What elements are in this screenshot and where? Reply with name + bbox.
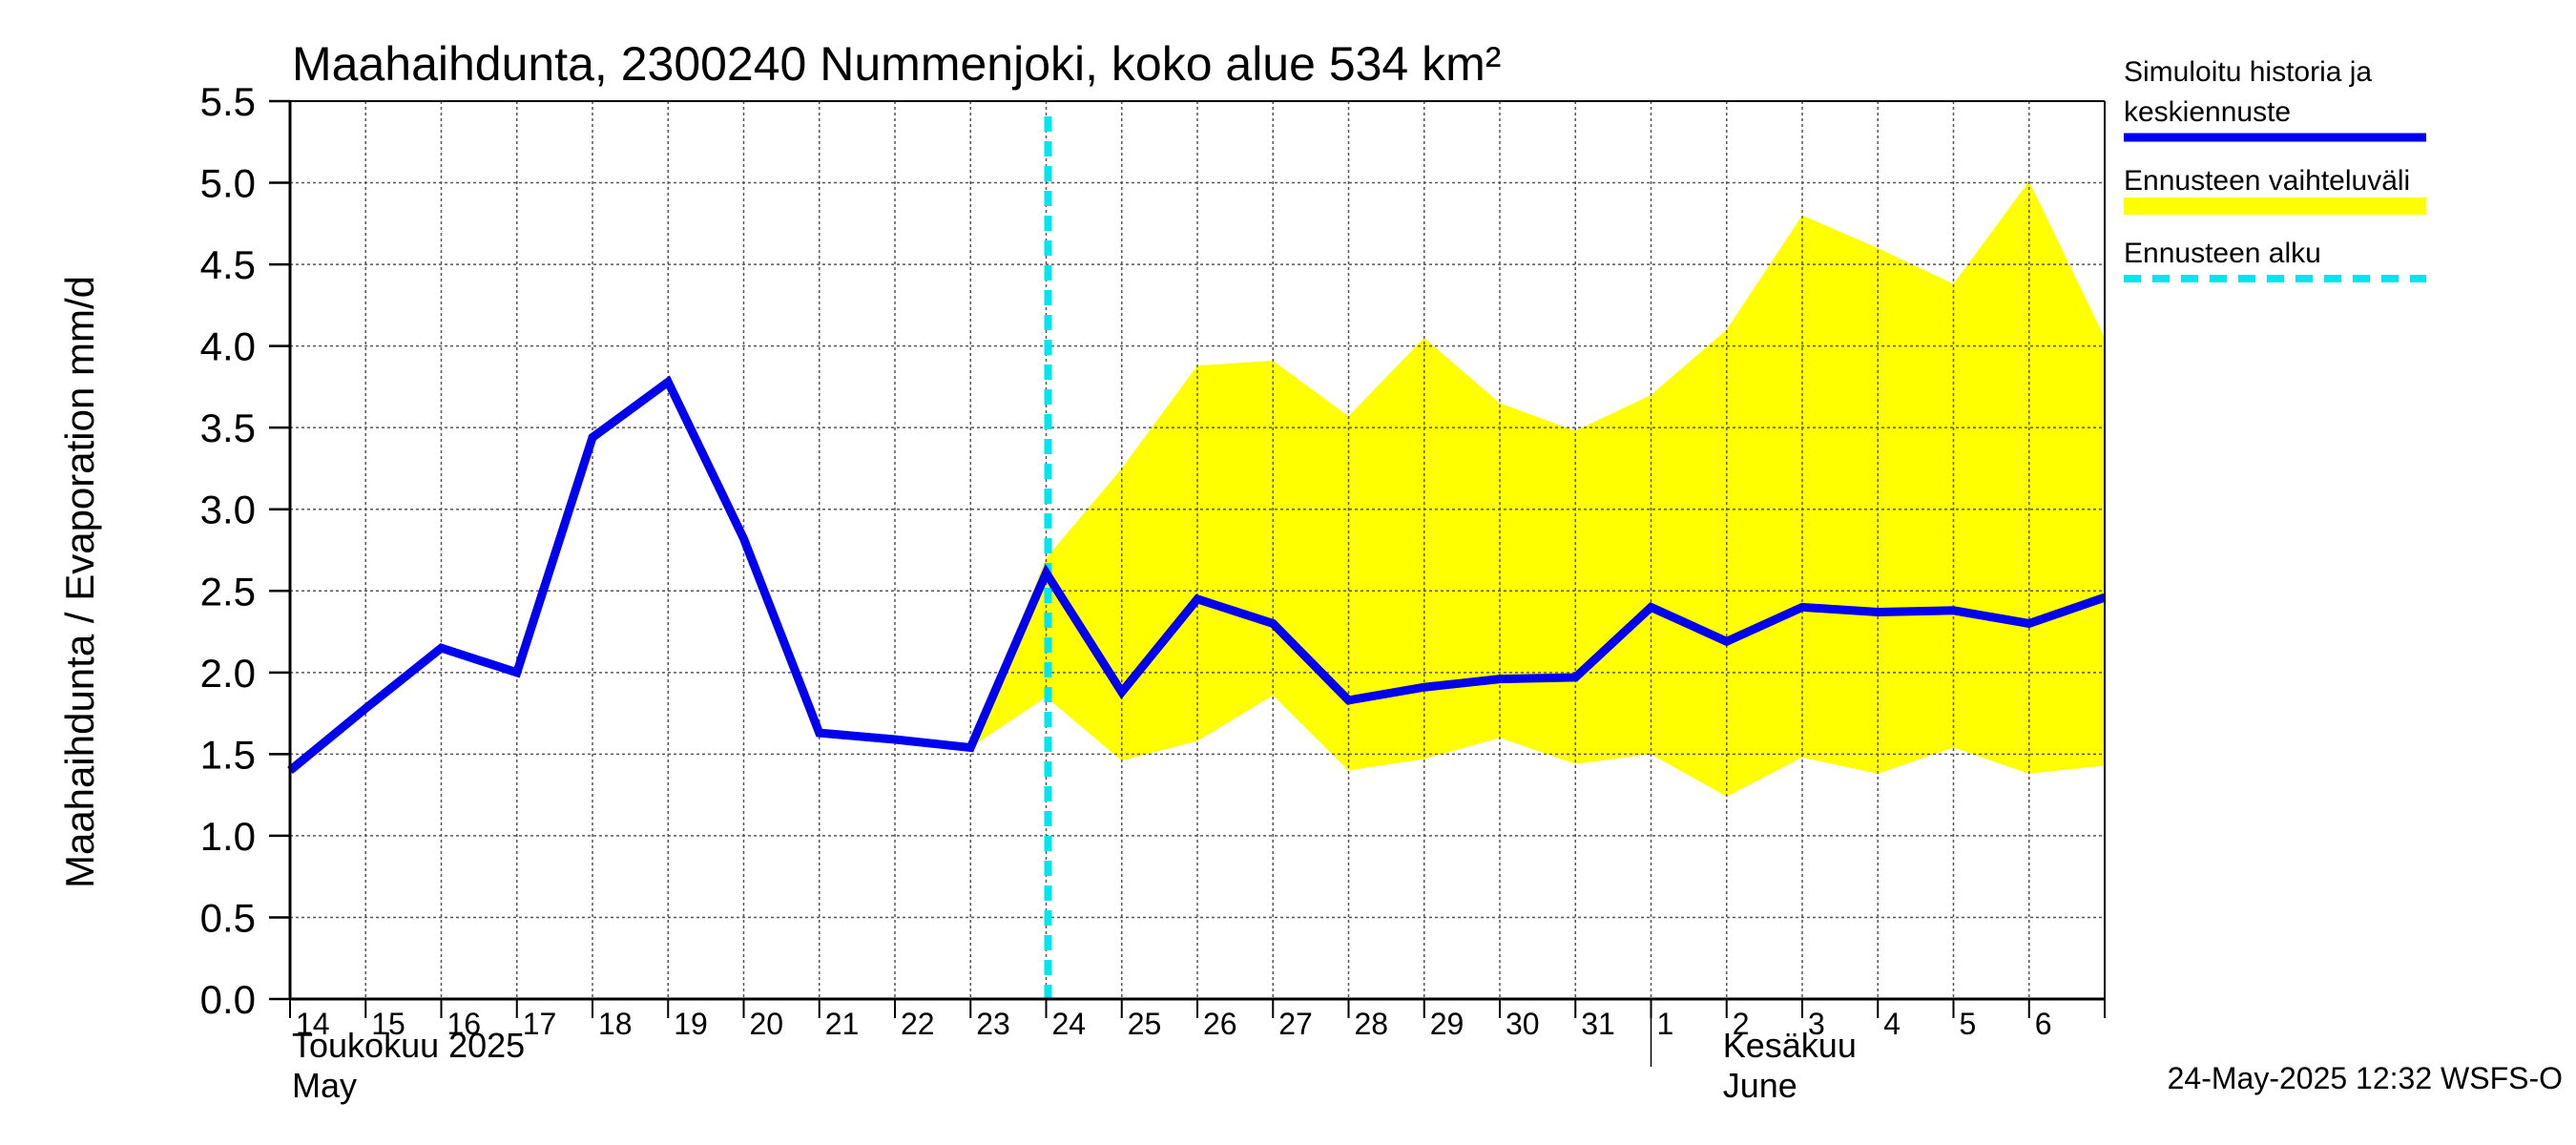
x-tick-label: 29 xyxy=(1430,1007,1465,1041)
x-tick-label: 19 xyxy=(674,1007,708,1041)
legend-label-range: Ennusteen vaihteluväli xyxy=(2124,165,2410,197)
x-tick-label: 26 xyxy=(1203,1007,1237,1041)
x-tick-label: 4 xyxy=(1883,1007,1901,1041)
month-label-may-fi: Toukokuu 2025 xyxy=(292,1026,525,1065)
y-tick-label: 1.0 xyxy=(200,814,256,859)
x-tick-label: 25 xyxy=(1128,1007,1162,1041)
median-series-point xyxy=(1877,611,1880,614)
median-series-point xyxy=(515,671,518,674)
x-tick-label: 6 xyxy=(2035,1007,2052,1041)
median-series-point xyxy=(1272,622,1275,625)
y-tick-label: 2.5 xyxy=(200,569,256,614)
median-series-point xyxy=(969,746,972,749)
axis-layer: 0.00.51.01.52.02.53.03.54.04.55.05.514 15… xyxy=(200,79,2106,1105)
legend-label-simulated-line1: Simuloitu historia ja xyxy=(2124,56,2372,88)
x-tick-label: 22 xyxy=(901,1007,935,1041)
x-tick-label: 2 xyxy=(1733,1007,1750,1041)
median-series-point xyxy=(1650,606,1652,609)
median-series-point xyxy=(1347,698,1350,701)
month-label-june-en: June xyxy=(1723,1066,1797,1105)
median-series-point xyxy=(592,436,593,439)
y-tick-label: 2.0 xyxy=(200,651,256,696)
median-series-point xyxy=(2027,622,2030,625)
y-tick-label: 5.0 xyxy=(200,161,256,206)
median-series-point xyxy=(742,537,745,540)
month-label-june-fi: Kesäkuu xyxy=(1723,1026,1857,1065)
median-series-point xyxy=(1725,640,1728,643)
y-axis-label: Maahaihdunta / Evaporation mm/d xyxy=(57,276,102,888)
y-tick-label: 4.0 xyxy=(200,324,256,369)
x-tick-label: 15 xyxy=(371,1007,405,1041)
median-series-point xyxy=(818,732,821,735)
y-tick-label: 5.5 xyxy=(200,79,256,124)
median-series-point xyxy=(1801,606,1803,609)
x-tick-label: 21 xyxy=(825,1007,860,1041)
median-series-point xyxy=(1423,686,1425,689)
x-tick-label: 3 xyxy=(1808,1007,1825,1041)
median-series-point xyxy=(1045,572,1048,574)
legend: Simuloitu historia ja keskiennuste Ennus… xyxy=(2124,56,2426,282)
forecast-range-band-layer xyxy=(970,180,2105,797)
median-series-point xyxy=(894,738,896,740)
x-tick-label: 14 xyxy=(296,1007,330,1041)
median-series-point xyxy=(1952,609,1955,612)
timestamp-footer: 24-May-2025 12:32 WSFS-O xyxy=(2168,1061,2563,1095)
x-tick-label: 28 xyxy=(1355,1007,1389,1041)
y-tick-label: 3.5 xyxy=(200,406,256,450)
legend-label-simulated-line2: keskiennuste xyxy=(2124,96,2291,128)
y-tick-label: 1.5 xyxy=(200,732,256,777)
median-series-point xyxy=(1196,597,1198,600)
x-tick-label: 20 xyxy=(750,1007,784,1041)
x-tick-label: 27 xyxy=(1278,1007,1313,1041)
month-label-may-en: May xyxy=(292,1066,357,1105)
x-tick-label: 16 xyxy=(447,1007,482,1041)
median-series-point xyxy=(1499,677,1501,680)
x-tick-label: 17 xyxy=(523,1007,557,1041)
x-tick-label: 23 xyxy=(976,1007,1010,1041)
y-tick-label: 4.5 xyxy=(200,242,256,287)
y-tick-label: 0.5 xyxy=(200,895,256,940)
median-series-point xyxy=(1574,676,1577,678)
legend-label-forecast-start: Ennusteen alku xyxy=(2124,238,2321,269)
x-tick-label: 24 xyxy=(1052,1007,1087,1041)
x-tick-label: 30 xyxy=(1506,1007,1540,1041)
x-tick-label: 5 xyxy=(1960,1007,1977,1041)
y-tick-label: 3.0 xyxy=(200,488,256,532)
median-series-point xyxy=(440,647,443,650)
chart-title: Maahaihdunta, 2300240 Nummenjoki, koko a… xyxy=(292,37,1501,91)
forecast-range-band xyxy=(970,180,2105,797)
y-tick-label: 0.0 xyxy=(200,977,256,1022)
median-series-point xyxy=(1120,691,1123,694)
median-series-point xyxy=(667,381,670,384)
median-series-point xyxy=(364,707,367,710)
x-tick-label: 31 xyxy=(1581,1007,1615,1041)
x-tick-label: 1 xyxy=(1657,1007,1674,1041)
x-tick-label: 18 xyxy=(598,1007,633,1041)
